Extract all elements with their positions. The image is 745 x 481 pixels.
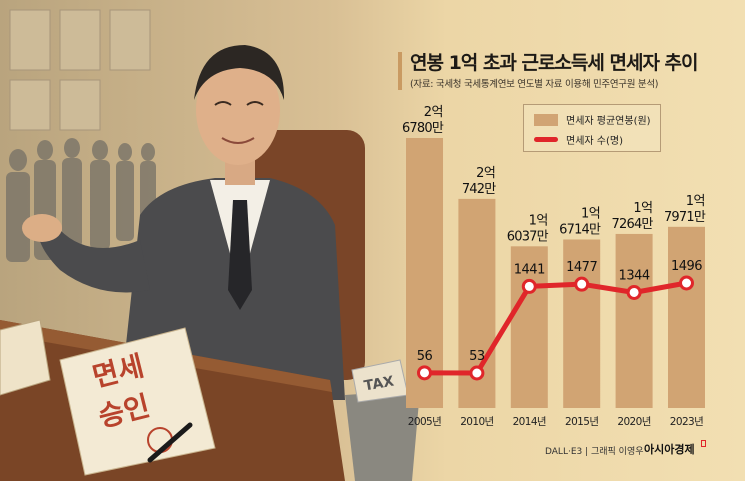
bar-label-line1-2: 1억	[529, 213, 548, 228]
bar-label-line2-3: 6714만	[559, 222, 601, 237]
line-point-3	[574, 276, 590, 292]
bar-label-line2-5: 7971만	[664, 210, 706, 225]
x-tick-label-5: 2023년	[670, 416, 703, 428]
bar-3	[563, 239, 601, 408]
bar-label-line1-0: 2억	[424, 105, 443, 120]
bar-4	[615, 233, 653, 408]
line-point-4	[626, 284, 642, 300]
x-tick-label-0: 2005년	[408, 416, 441, 428]
chart-title: 연봉 1억 초과 근로소득세 면세자 추이	[410, 52, 698, 74]
line-point-2	[521, 278, 537, 294]
building-windows	[9, 9, 151, 131]
line-point-0	[417, 365, 432, 381]
x-tick-label-4: 2020년	[617, 416, 650, 428]
bar-label-line1-5: 1억	[686, 194, 705, 209]
legend-label-bar: 면세자 평균연봉(원)	[566, 116, 651, 127]
legend-item-bar: 면세자 평균연봉(원)	[534, 112, 651, 127]
x-tick-label-2: 2014년	[513, 416, 546, 428]
line-label-2: 1441	[514, 262, 545, 277]
legend: 면세자 평균연봉(원) 면세자 수(명)	[523, 104, 661, 152]
waiting-people	[6, 138, 156, 262]
publisher-logo: 아시아경제	[644, 443, 695, 456]
logo-mark	[701, 440, 706, 447]
credit-text: DALL·E3 | 그래픽 이영우	[545, 447, 644, 457]
approval-document	[59, 327, 216, 476]
line-label-3: 1477	[566, 260, 597, 275]
legend-label-line: 면세자 수(명)	[566, 136, 623, 147]
x-tick-label-3: 2015년	[565, 416, 598, 428]
bar-2	[510, 246, 548, 408]
bar-label-line2-0: 6780만	[402, 121, 444, 136]
line-point-1	[469, 365, 485, 381]
line-point-5	[679, 275, 694, 291]
bar-label-line2-4: 7264만	[612, 217, 654, 232]
bar-0	[406, 138, 443, 408]
bar-label-line1-3: 1억	[581, 206, 600, 221]
legend-swatch-line	[534, 137, 558, 142]
bar-label-line1-1: 2억	[476, 166, 495, 181]
bar-5	[668, 226, 705, 408]
chart-source: (자료: 국세청 국세통계연보 연도별 자료 이용해 민주연구원 분석)	[410, 79, 659, 90]
x-tick-label-1: 2010년	[460, 416, 493, 428]
legend-item-line: 면세자 수(명)	[534, 132, 623, 147]
line-label-5: 1496	[671, 259, 702, 274]
line-label-1: 53	[469, 349, 485, 364]
title-accent-bar	[398, 52, 402, 90]
bar-label-line2-2: 6037만	[507, 229, 549, 244]
bar-label-line2-1: 742만	[462, 182, 496, 197]
bar-label-line1-4: 1억	[633, 201, 652, 216]
legend-swatch-bar	[534, 113, 558, 126]
line-series	[424, 280, 687, 376]
line-label-0: 56	[417, 349, 433, 364]
line-label-4: 1344	[619, 268, 650, 283]
